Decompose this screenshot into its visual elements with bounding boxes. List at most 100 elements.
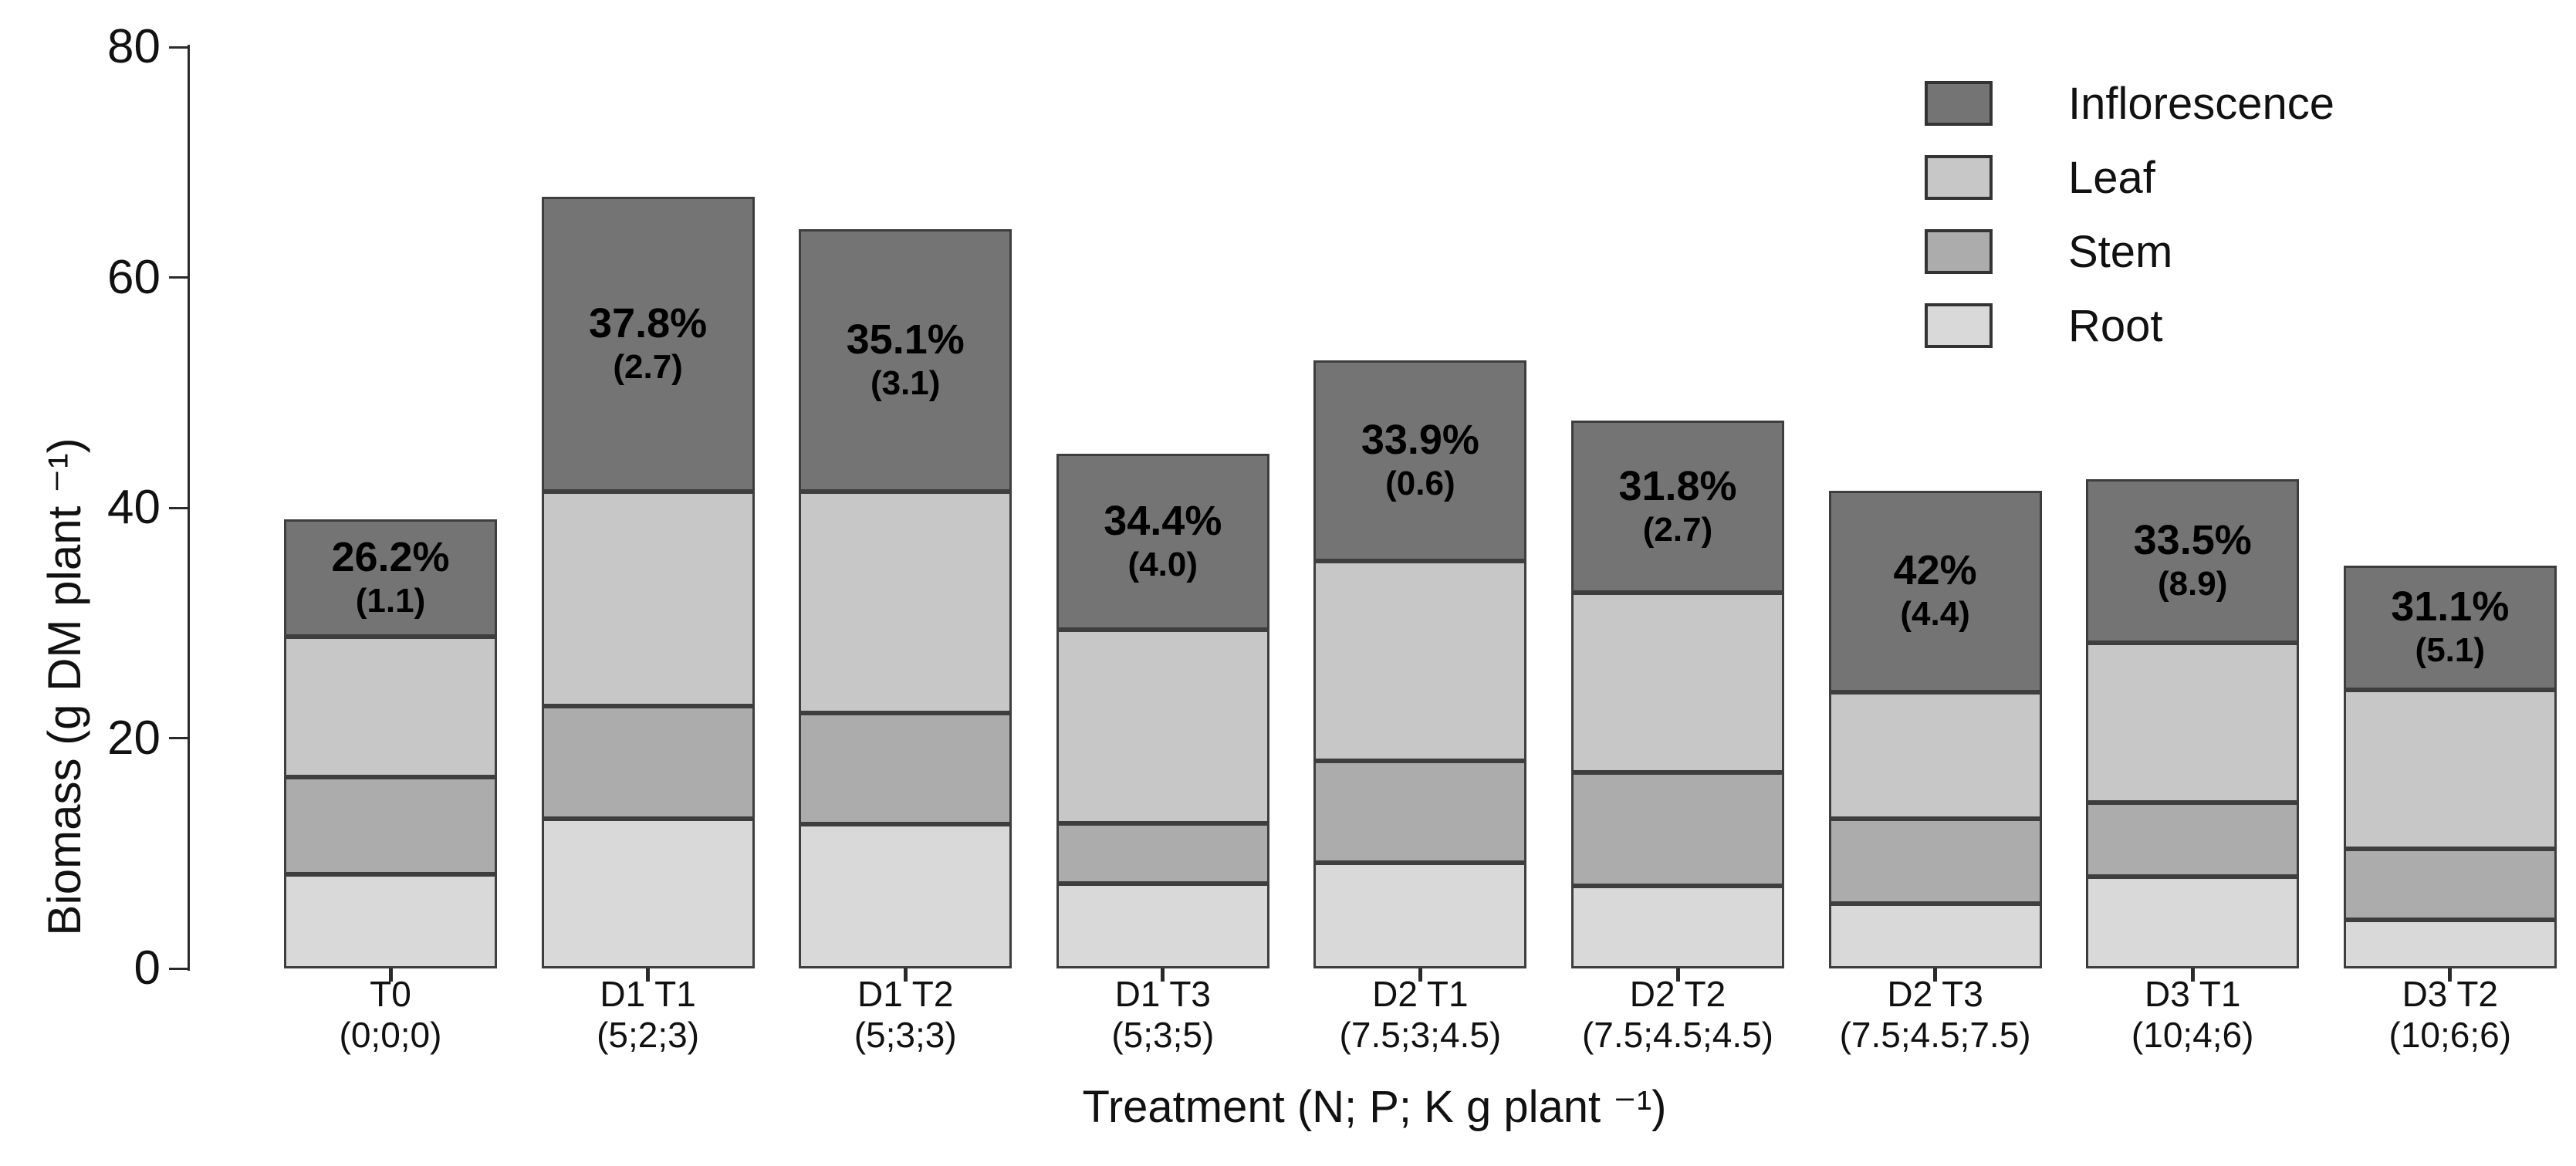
legend-label: Leaf <box>2068 152 2155 203</box>
treatment-code-label: D3 T1 <box>2144 974 2241 1014</box>
inflorescence-se-label: (3.1) <box>870 363 941 402</box>
x-tick <box>388 968 393 982</box>
bar-2-segment-leaf <box>541 492 755 706</box>
bar-4-annotation: 34.4% (4.0) <box>1056 498 1269 586</box>
x-category-label: T0 (0;0;0) <box>252 974 529 1056</box>
leaf-swatch-icon <box>1925 155 1993 200</box>
treatment-npk-label: (0;0;0) <box>339 1015 442 1055</box>
bar-6-segment-inflorescence <box>1571 420 1784 593</box>
x-tick <box>2448 968 2453 982</box>
x-category-label: D3 T2 (10;6;6) <box>2311 974 2576 1056</box>
treatment-code-label: D3 T2 <box>2402 974 2499 1014</box>
bar-2-segment-inflorescence <box>541 197 755 492</box>
inflorescence-percent-label: 26.2% <box>331 534 450 581</box>
bar-7-segment-inflorescence <box>1828 490 2042 692</box>
bar-1-segment-root <box>284 874 497 968</box>
bar-3-segment-stem <box>799 712 1012 825</box>
bar-6-segment-leaf <box>1571 593 1784 773</box>
x-tick <box>1161 968 1165 982</box>
x-axis-title: Treatment (N; P; K g plant ⁻¹) <box>1082 1082 1667 1132</box>
treatment-npk-label: (10;4;6) <box>2131 1015 2254 1055</box>
bar-1-segment-leaf <box>284 637 497 778</box>
x-category-label: D2 T2 (7.5;4.5;4.5) <box>1539 974 1817 1056</box>
x-tick <box>903 968 908 982</box>
y-tick <box>169 276 188 279</box>
x-category-label: D2 T1 (7.5;3;4.5) <box>1281 974 1559 1056</box>
treatment-npk-label: (10;6;6) <box>2388 1015 2512 1055</box>
x-tick <box>2190 968 2195 982</box>
bar-4-segment-root <box>1056 883 1269 968</box>
bar-5-segment-inflorescence <box>1313 360 1527 561</box>
inflorescence-se-label: (1.1) <box>355 582 426 620</box>
legend-item-leaf: Leaf <box>1925 140 2334 215</box>
treatment-code-label: D2 T2 <box>1629 974 1726 1014</box>
bar-3-segment-leaf <box>799 492 1012 713</box>
inflorescence-percent-label: 42% <box>1893 547 1977 594</box>
bar-1-segment-stem <box>284 777 497 874</box>
bar-9-segment-stem <box>2343 848 2557 921</box>
inflorescence-percent-label: 37.8% <box>589 300 708 347</box>
bar-7-segment-stem <box>1828 818 2042 904</box>
bar-4-segment-inflorescence <box>1056 453 1269 630</box>
y-axis-line <box>188 45 190 971</box>
bar-1-segment-inflorescence <box>284 519 497 637</box>
bar-1-annotation: 26.2% (1.1) <box>284 534 497 622</box>
bar-7-segment-leaf <box>1828 691 2042 819</box>
y-tick-label: 20 <box>107 711 161 765</box>
y-tick <box>169 46 188 49</box>
inflorescence-percent-label: 33.5% <box>2133 516 2252 563</box>
x-tick <box>1418 968 1422 982</box>
stem-swatch-icon <box>1925 229 1993 274</box>
inflorescence-se-label: (5.1) <box>2415 631 2486 670</box>
x-category-label: D2 T3 (7.5;4.5;7.5) <box>1797 974 2074 1056</box>
bar-9-segment-root <box>2343 920 2557 968</box>
inflorescence-se-label: (2.7) <box>1642 510 1713 549</box>
y-tick-label: 40 <box>107 481 161 534</box>
bar-8-segment-root <box>2086 876 2300 968</box>
treatment-npk-label: (7.5;4.5;7.5) <box>1839 1015 2031 1055</box>
inflorescence-swatch-icon <box>1925 81 1993 126</box>
inflorescence-se-label: (2.7) <box>613 348 683 387</box>
legend-item-root: Root <box>1925 289 2334 363</box>
x-category-label: D3 T1 (10;4;6) <box>2054 974 2331 1056</box>
bar-8-segment-leaf <box>2086 642 2300 803</box>
y-tick <box>169 967 188 970</box>
bar-5-annotation: 33.9% (0.6) <box>1313 417 1526 505</box>
bar-3-annotation: 35.1% (3.1) <box>799 316 1012 404</box>
y-tick <box>169 506 188 509</box>
legend-label: Stem <box>2068 226 2173 277</box>
bar-6-segment-root <box>1571 885 1784 968</box>
treatment-code-label: D1 T1 <box>600 974 696 1014</box>
treatment-npk-label: (5;3;5) <box>1111 1015 1215 1055</box>
root-swatch-icon <box>1925 303 1993 348</box>
legend-item-stem: Stem <box>1925 215 2334 289</box>
bar-2-segment-root <box>541 818 755 968</box>
bar-3-segment-inflorescence <box>799 228 1012 492</box>
bar-5-segment-root <box>1313 862 1527 968</box>
y-tick-label: 0 <box>134 941 161 995</box>
bar-9-segment-leaf <box>2343 689 2557 849</box>
x-category-label: D1 T2 (5;3;3) <box>766 974 1044 1056</box>
bar-8-segment-inflorescence <box>2086 478 2300 643</box>
treatment-npk-label: (7.5;3;4.5) <box>1339 1015 1502 1055</box>
bar-8-annotation: 33.5% (8.9) <box>2086 517 2299 605</box>
x-tick <box>1933 968 1938 982</box>
inflorescence-percent-label: 33.9% <box>1361 416 1479 463</box>
bar-7-annotation: 42% (4.4) <box>1829 547 2042 635</box>
inflorescence-percent-label: 34.4% <box>1104 498 1222 545</box>
treatment-code-label: D1 T2 <box>857 974 954 1014</box>
legend-item-inflorescence: Inflorescence <box>1925 66 2334 140</box>
inflorescence-se-label: (4.4) <box>1900 595 1970 634</box>
treatment-npk-label: (5;3;3) <box>854 1015 957 1055</box>
inflorescence-percent-label: 35.1% <box>846 316 965 363</box>
treatment-code-label: T0 <box>370 974 411 1014</box>
bar-9-annotation: 31.1% (5.1) <box>2344 583 2557 671</box>
bar-3-segment-root <box>799 824 1012 968</box>
bar-8-segment-stem <box>2086 803 2300 877</box>
x-category-label: D1 T3 (5;3;5) <box>1024 974 1302 1056</box>
y-tick <box>169 737 188 739</box>
bar-5-segment-stem <box>1313 761 1527 863</box>
y-tick-label: 80 <box>107 20 161 73</box>
inflorescence-se-label: (8.9) <box>2157 564 2228 603</box>
